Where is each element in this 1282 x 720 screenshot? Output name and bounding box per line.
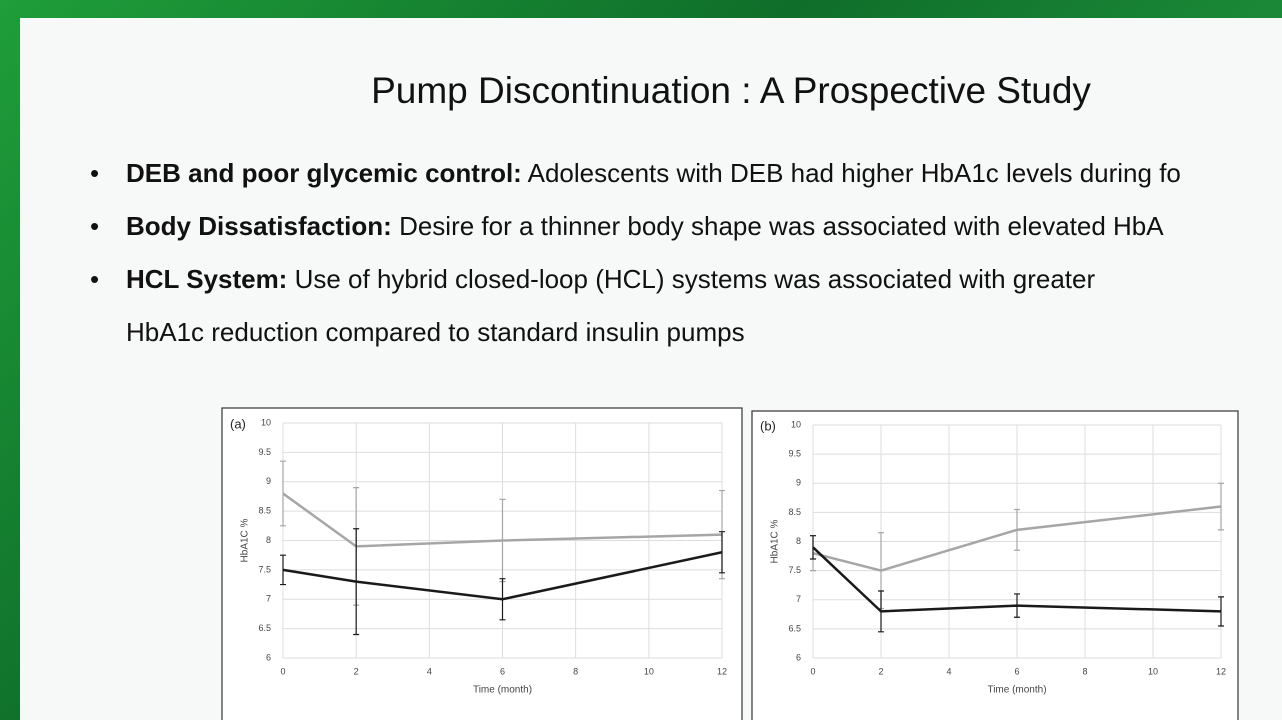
series-line <box>812 505 1222 572</box>
x-tick-label: 6 <box>1014 666 1019 676</box>
bullet-continuation: HbA1c reduction compared to standard ins… <box>126 317 745 347</box>
x-tick-label: 12 <box>1216 666 1226 676</box>
slide: Pump Discontinuation : A Prospective Stu… <box>20 18 1282 720</box>
bullet-detail: Adolescents with DEB had higher HbA1c le… <box>527 158 1181 188</box>
y-tick-label: 9 <box>266 476 271 486</box>
charts: 6 6.5 7 7.5 8 8.5 9 9.5 10 0 2 4 6 8 10 12 (a) Time (mont… <box>221 407 1239 720</box>
panel-label: (a) <box>230 416 246 431</box>
bullet-detail: Use of hybrid closed-loop (HCL) systems … <box>294 264 1096 294</box>
y-tick-label: 6 <box>796 652 801 662</box>
y-tick-label: 8 <box>266 535 271 545</box>
x-tick-label: 2 <box>878 666 883 676</box>
x-tick-label: 4 <box>946 666 951 676</box>
bullet-text: Body Dissatisfaction: Desire for a thinn… <box>126 211 1164 242</box>
y-tick-label: 7 <box>796 594 801 604</box>
y-tick-label: 8.5 <box>258 506 271 516</box>
bullet-dot: • <box>90 158 100 188</box>
bullet-label: DEB and poor glycemic control: <box>126 158 522 188</box>
y-tick-label: 8.5 <box>788 507 801 517</box>
y-tick-label: 9.5 <box>258 447 271 457</box>
x-axis-label: Time (month) <box>987 685 1046 696</box>
x-tick-label: 10 <box>644 666 654 676</box>
series-line <box>812 546 1222 613</box>
y-tick-label: 7 <box>266 594 271 604</box>
bullet-detail: Desire for a thinner body shape was asso… <box>399 211 1164 241</box>
y-tick-label: 7.5 <box>788 565 801 575</box>
x-tick-label: 8 <box>573 666 578 676</box>
y-axis-label: HbA1C % <box>240 518 251 562</box>
bullet-text: DEB and poor glycemic control: Adolescen… <box>126 158 1181 189</box>
y-tick-label: 10 <box>791 419 801 429</box>
x-tick-label: 10 <box>1148 666 1158 676</box>
x-tick-label: 6 <box>500 666 505 676</box>
slide-title: Pump Discontinuation : A Prospective Stu… <box>371 70 1091 111</box>
y-tick-label: 6.5 <box>258 623 271 633</box>
x-tick-label: 8 <box>1082 666 1087 676</box>
x-tick-label: 0 <box>810 666 815 676</box>
series-line <box>282 551 723 601</box>
y-tick-label: 9.5 <box>788 449 801 459</box>
bullet-label: HCL System: <box>126 264 288 294</box>
chart-frame <box>751 410 1239 720</box>
bullet-dot: • <box>90 264 100 294</box>
chart-frame <box>221 407 743 720</box>
y-tick-label: 6 <box>266 652 271 662</box>
x-axis-label: Time (month) <box>473 685 532 696</box>
y-tick-label: 6.5 <box>788 623 801 633</box>
x-tick-label: 4 <box>427 666 432 676</box>
bullet-text: HCL System: Use of hybrid closed-loop (H… <box>126 264 1095 295</box>
bullet-dot: • <box>90 211 100 241</box>
x-tick-label: 12 <box>717 666 727 676</box>
error-bar <box>1218 596 1224 627</box>
y-tick-label: 8 <box>796 536 801 546</box>
x-tick-label: 0 <box>280 666 285 676</box>
panel-label: (b) <box>760 418 776 433</box>
y-tick-label: 7.5 <box>258 564 271 574</box>
y-tick-label: 9 <box>796 478 801 488</box>
x-tick-label: 2 <box>354 666 359 676</box>
bullet-label: Body Dissatisfaction: <box>126 211 392 241</box>
y-axis-label: HbA1C % <box>770 519 781 563</box>
y-tick-label: 10 <box>261 417 271 427</box>
series-line <box>282 492 723 548</box>
